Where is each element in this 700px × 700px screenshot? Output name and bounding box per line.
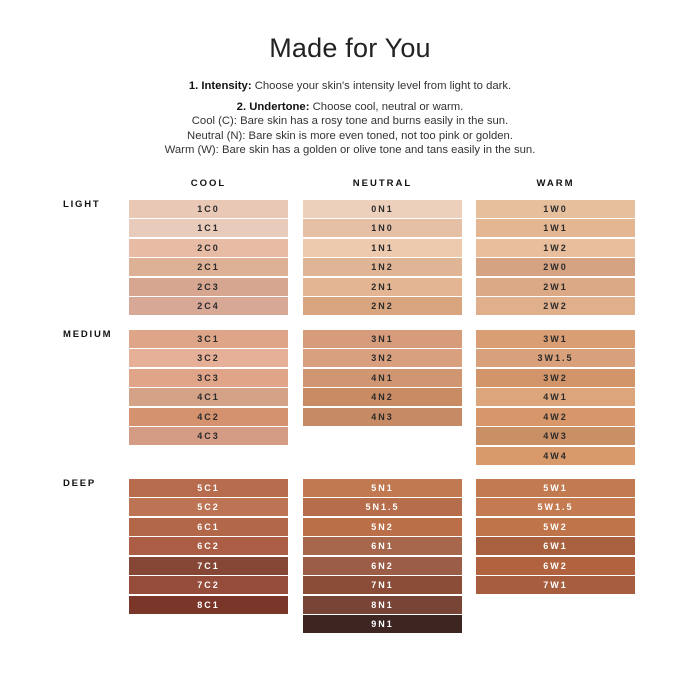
shade-swatch-0n1[interactable]: 0N1 [303, 200, 462, 218]
shade-swatch-6n1[interactable]: 6N1 [303, 537, 462, 556]
shade-swatch-3c2[interactable]: 3C2 [129, 349, 288, 368]
shade-swatch-5n2[interactable]: 5N2 [303, 517, 462, 536]
column-header-neutral: NEUTRAL [352, 178, 413, 189]
light-cool-column: 1C0 1C1 2C0 2C1 2C3 2C4 [129, 200, 288, 317]
intensity-instruction: 1. Intensity: Choose your skin's intensi… [0, 79, 700, 93]
shade-swatch-4c3[interactable]: 4C3 [129, 427, 288, 446]
cool-description: Cool (C): Bare skin has a rosy tone and … [191, 115, 509, 128]
group-label-light: LIGHT [63, 199, 101, 210]
shade-swatch-3w1-5[interactable]: 3W1.5 [476, 349, 635, 368]
shade-swatch-2c3[interactable]: 2C3 [129, 277, 288, 296]
shade-swatch-3n2[interactable]: 3N2 [303, 349, 462, 368]
shade-swatch-2c4[interactable]: 2C4 [129, 297, 288, 316]
shade-swatch-6n2[interactable]: 6N2 [303, 556, 462, 575]
shade-swatch-9n1[interactable]: 9N1 [303, 615, 462, 634]
shade-swatch-4c1[interactable]: 4C1 [129, 388, 288, 407]
shade-swatch-2w0[interactable]: 2W0 [476, 258, 635, 277]
shade-swatch-8c1[interactable]: 8C1 [129, 595, 288, 614]
deep-warm-column: 5W1 5W1.5 5W2 6W1 6W2 7W1 [476, 479, 635, 596]
shade-swatch-1w1[interactable]: 1W1 [476, 219, 635, 238]
medium-neutral-column: 3N1 3N2 4N1 4N2 4N3 [303, 330, 462, 427]
page-title: Made for You [269, 33, 431, 63]
undertone-text: Choose cool, neutral or warm. [309, 101, 464, 114]
shade-swatch-1n1[interactable]: 1N1 [303, 238, 462, 257]
shade-swatch-2n1[interactable]: 2N1 [303, 277, 462, 296]
shade-swatch-5w1-5[interactable]: 5W1.5 [476, 498, 635, 517]
medium-warm-column: 3W1 3W1.5 3W2 4W1 4W2 4W3 4W4 [476, 330, 635, 466]
shade-swatch-7w1[interactable]: 7W1 [476, 576, 635, 595]
shade-swatch-1c1[interactable]: 1C1 [129, 219, 288, 238]
shade-swatch-5c1[interactable]: 5C1 [129, 479, 288, 497]
deep-neutral-column: 5N1 5N1.5 5N2 6N1 6N2 7N1 8N1 9N1 [303, 479, 462, 635]
shade-swatch-6c1[interactable]: 6C1 [129, 517, 288, 536]
shade-swatch-1n2[interactable]: 1N2 [303, 258, 462, 277]
column-header-cool: COOL [190, 178, 227, 189]
shade-swatch-3n1[interactable]: 3N1 [303, 330, 462, 348]
shade-swatch-8n1[interactable]: 8N1 [303, 595, 462, 614]
shade-swatch-5n1-5[interactable]: 5N1.5 [303, 498, 462, 517]
shade-swatch-6w1[interactable]: 6W1 [476, 537, 635, 556]
shade-swatch-3w2[interactable]: 3W2 [476, 368, 635, 387]
shade-swatch-1c0[interactable]: 1C0 [129, 200, 288, 218]
shade-swatch-1w0[interactable]: 1W0 [476, 200, 635, 218]
shade-swatch-6w2[interactable]: 6W2 [476, 556, 635, 575]
intensity-label: 1. Intensity: [188, 80, 252, 92]
shade-swatch-2c1[interactable]: 2C1 [129, 258, 288, 277]
shade-swatch-3w1[interactable]: 3W1 [476, 330, 635, 348]
shade-swatch-2w1[interactable]: 2W1 [476, 277, 635, 296]
shade-swatch-2n2[interactable]: 2N2 [303, 297, 462, 316]
shade-swatch-3c3[interactable]: 3C3 [129, 368, 288, 387]
group-label-medium: MEDIUM [63, 329, 113, 340]
shade-swatch-4w3[interactable]: 4W3 [476, 427, 635, 446]
shade-swatch-5c2[interactable]: 5C2 [129, 498, 288, 517]
shade-swatch-4w1[interactable]: 4W1 [476, 388, 635, 407]
shade-swatch-4w4[interactable]: 4W4 [476, 446, 635, 465]
undertone-instruction: 2. Undertone: Choose cool, neutral or wa… [0, 100, 700, 114]
light-neutral-column: 0N1 1N0 1N1 1N2 2N1 2N2 [303, 200, 462, 317]
column-header-warm: WARM [536, 178, 575, 189]
intensity-text: Choose your skin's intensity level from … [251, 80, 512, 92]
instructions: 1. Intensity: Choose your skin's intensi… [0, 79, 700, 157]
shade-swatch-3c1[interactable]: 3C1 [129, 330, 288, 348]
medium-cool-column: 3C1 3C2 3C3 4C1 4C2 4C3 [129, 330, 288, 447]
shade-swatch-5w2[interactable]: 5W2 [476, 517, 635, 536]
deep-cool-column: 5C1 5C2 6C1 6C2 7C1 7C2 8C1 [129, 479, 288, 615]
shade-swatch-6c2[interactable]: 6C2 [129, 537, 288, 556]
shade-swatch-4n1[interactable]: 4N1 [303, 368, 462, 387]
neutral-description: Neutral (N): Bare skin is more even tone… [187, 129, 513, 142]
shade-swatch-5w1[interactable]: 5W1 [476, 479, 635, 497]
warm-description: Warm (W): Bare skin has a golden or oliv… [164, 143, 536, 156]
shade-swatch-4n2[interactable]: 4N2 [303, 388, 462, 407]
group-label-deep: DEEP [63, 478, 97, 489]
shade-swatch-7c2[interactable]: 7C2 [129, 576, 288, 595]
shade-swatch-4n3[interactable]: 4N3 [303, 407, 462, 426]
shade-swatch-7c1[interactable]: 7C1 [129, 556, 288, 575]
shade-swatch-5n1[interactable]: 5N1 [303, 479, 462, 497]
shade-swatch-1n0[interactable]: 1N0 [303, 219, 462, 238]
shade-swatch-2w2[interactable]: 2W2 [476, 297, 635, 316]
shade-swatch-1w2[interactable]: 1W2 [476, 238, 635, 257]
shade-swatch-4w2[interactable]: 4W2 [476, 407, 635, 426]
shade-swatch-2c0[interactable]: 2C0 [129, 238, 288, 257]
shade-swatch-4c2[interactable]: 4C2 [129, 407, 288, 426]
light-warm-column: 1W0 1W1 1W2 2W0 2W1 2W2 [476, 200, 635, 317]
shade-swatch-7n1[interactable]: 7N1 [303, 576, 462, 595]
undertone-label: 2. Undertone: [236, 101, 310, 114]
